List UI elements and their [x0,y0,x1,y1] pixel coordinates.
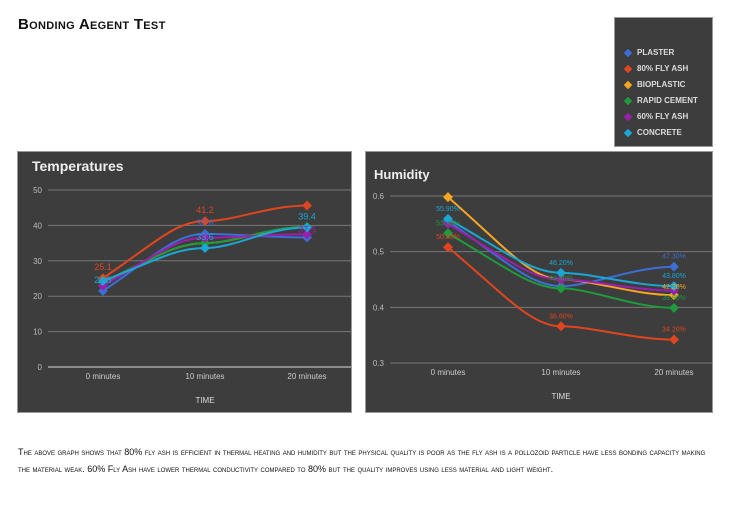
data-point [200,238,210,249]
legend-marker-icon [623,64,633,73]
data-label: 39.90% [662,295,686,302]
humidity-chart: Humidity 0.3 0.4 0.5 0.6 0 minutes 10 minutes 2… [365,151,713,413]
data-point [556,283,566,294]
data-label: 39.4 [298,212,316,222]
y-tick-label: 10 [33,328,42,337]
data-label: 37.6 [196,218,214,228]
x-tick-label: 20 minutes [654,368,693,377]
data-label: 41.2 [196,205,214,215]
data-point [302,222,312,233]
data-point [556,267,566,278]
data-label: 55.90% [436,206,460,213]
data-point [556,321,566,332]
x-axis-label: TIME [195,396,214,405]
data-label: 36.60% [549,313,573,320]
data-point [98,285,108,296]
data-point [669,281,679,292]
x-tick-label: 20 minutes [287,372,326,381]
data-label: 43.80% [662,273,686,280]
legend-item: BIOPLASTIC [623,80,686,89]
page-title: Bonding Aegent Test [18,16,166,33]
data-point [669,302,679,313]
legend-marker-icon [623,96,633,105]
x-axis-label: TIME [551,392,570,401]
legend-marker-icon [623,128,633,137]
data-point [669,334,679,345]
legend-item: CONCRETE [623,128,682,137]
data-label: 50.80% [436,234,460,241]
legend-label: BIOPLASTIC [637,80,686,89]
y-tick-label: 0.5 [373,248,385,257]
legend-marker-icon [623,112,633,121]
y-tick-label: 30 [33,257,42,266]
legend-item: 60% FLY ASH [623,112,689,121]
x-tick-label: 10 minutes [185,372,224,381]
legend-item: 80% FLY ASH [623,64,689,73]
legend-label: RAPID CEMENT [637,96,698,105]
data-label: 33.6 [196,232,214,242]
chart-legend: PLASTER 80% FLY ASH BIOPLASTIC RAPID CEMENT… [614,17,713,147]
y-tick-label: 0 [38,363,43,372]
data-label: 34.20% [662,327,686,334]
data-point [302,229,312,240]
x-tick-label: 0 minutes [431,368,466,377]
x-tick-label: 10 minutes [541,368,580,377]
data-point [200,243,210,254]
data-label: 24.3 [94,275,112,285]
data-label: 37.5 [298,225,316,235]
chart-title: Temperatures [32,158,124,174]
legend-item: RAPID CEMENT [623,96,698,105]
y-tick-label: 0.4 [373,303,385,312]
chart-title: Humidity [374,167,430,182]
data-point [443,242,453,253]
legend-label: 60% FLY ASH [637,112,689,121]
data-point [669,261,679,272]
data-point [200,232,210,243]
y-tick-label: 0.6 [373,192,385,201]
legend-marker-icon [623,80,633,89]
legend-label: CONCRETE [637,128,682,137]
y-tick-label: 0.3 [373,359,385,368]
y-tick-label: 20 [33,292,42,301]
y-tick-label: 40 [33,221,42,230]
legend-marker-icon [623,48,633,57]
data-point [302,200,312,211]
data-label: 43.40% [549,275,573,282]
data-label: 42.20% [662,284,686,291]
x-tick-label: 0 minutes [86,372,121,381]
legend-label: 80% FLY ASH [637,64,689,73]
data-label: 25.1 [94,262,112,272]
description-paragraph: The above graph shows that 80% fly ash i… [18,447,706,474]
y-tick-label: 50 [33,186,42,195]
data-point [200,216,210,227]
data-label: 47.30% [662,254,686,261]
data-label: 46.20% [549,260,573,267]
data-label: 53.30% [436,220,460,227]
temperatures-chart: Temperatures 0 10 20 30 40 50 0 minutes 10 minut… [17,151,352,413]
data-point [556,274,566,285]
legend-item: PLASTER [623,48,675,57]
legend-label: PLASTER [637,48,675,57]
